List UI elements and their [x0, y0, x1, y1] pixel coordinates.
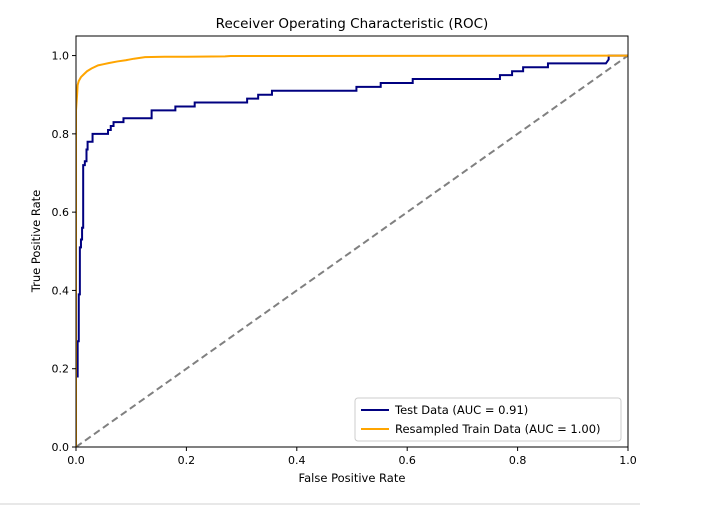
legend-box — [354, 397, 622, 442]
series-line-train — [76, 54, 628, 447]
x-tick-label: 0.6 — [398, 454, 416, 467]
x-tick-label: 0.8 — [509, 454, 527, 467]
x-tick-label: 1.0 — [619, 454, 637, 467]
y-axis-title: True Positive Rate — [29, 190, 43, 293]
plot-frame — [75, 35, 629, 448]
y-tick-label: 0.0 — [52, 441, 70, 454]
y-tick-label: 0.4 — [52, 284, 70, 297]
output-divider — [0, 503, 640, 505]
x-tick-label: 0.0 — [67, 454, 85, 467]
series-line-test — [76, 54, 628, 447]
chart-title: Receiver Operating Characteristic (ROC) — [216, 16, 489, 32]
y-tick-label: 0.6 — [52, 206, 70, 219]
x-tick-label: 0.2 — [178, 454, 196, 467]
legend: Test Data (AUC = 0.91) Resampled Train D… — [354, 397, 622, 442]
diagonal-reference-line — [76, 54, 628, 447]
legend-label-test: Test Data (AUC = 0.91) — [394, 403, 528, 417]
y-tick-label: 1.0 — [52, 50, 70, 63]
x-tick-label: 0.4 — [288, 454, 306, 467]
y-tick-label: 0.8 — [52, 128, 70, 141]
x-axis-title: False Positive Rate — [299, 471, 406, 485]
y-tick-label: 0.2 — [52, 363, 70, 376]
legend-label-train: Resampled Train Data (AUC = 1.00) — [395, 422, 601, 436]
